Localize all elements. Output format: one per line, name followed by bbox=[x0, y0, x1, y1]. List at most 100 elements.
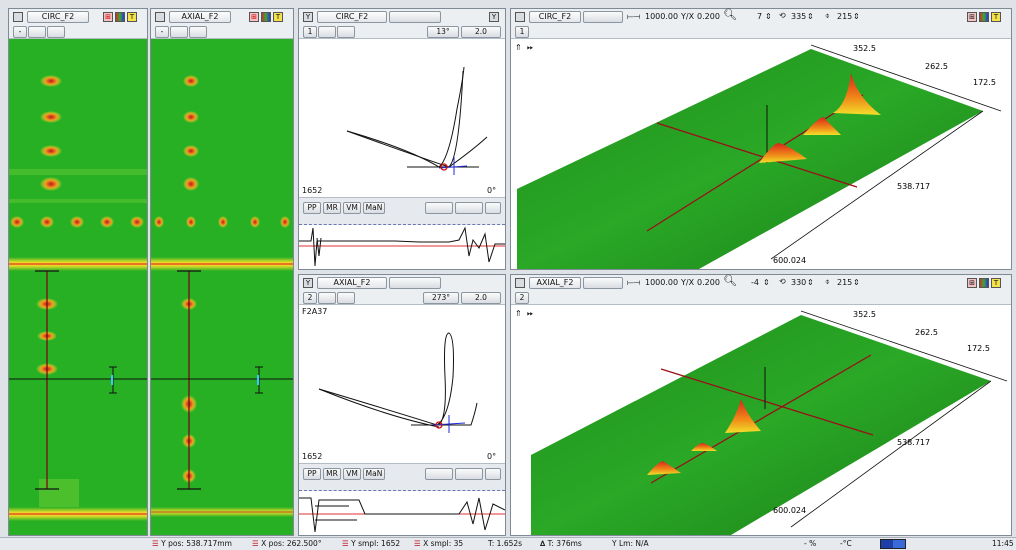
elevation-icon[interactable]: ⌽ bbox=[825, 277, 830, 286]
color-map-icon[interactable] bbox=[261, 12, 271, 22]
lissajous-top-blank-button[interactable] bbox=[389, 11, 441, 23]
color-map-icon[interactable] bbox=[115, 12, 125, 22]
view3d-top-render[interactable]: 352.5 262.5 172.5 538.717 600.024 bbox=[511, 39, 1011, 269]
lissajous-bottom-blank-button[interactable] bbox=[389, 277, 441, 289]
yx-value[interactable]: 0.200 bbox=[697, 12, 720, 21]
lissajous-top-plot[interactable] bbox=[299, 39, 505, 185]
strip-chart-top[interactable] bbox=[299, 226, 505, 269]
zoom-icon[interactable]: 🔍︎ bbox=[723, 274, 737, 287]
y-axis-icon[interactable]: Y bbox=[489, 12, 499, 22]
rotate-value[interactable]: 330 bbox=[791, 278, 807, 287]
span-value[interactable]: 1000.00 bbox=[645, 278, 679, 287]
circ-cscan-image[interactable] bbox=[9, 39, 147, 535]
cursor-icon[interactable]: T bbox=[991, 278, 1001, 288]
pp-button[interactable]: PP bbox=[303, 468, 321, 480]
cursor-icon[interactable]: T bbox=[127, 12, 137, 22]
lissajous-top-option[interactable] bbox=[485, 202, 501, 214]
y-axis-icon[interactable]: Y bbox=[303, 12, 313, 22]
cursor-line-x[interactable] bbox=[660, 368, 874, 436]
palette-icon[interactable]: ⊞ bbox=[249, 12, 259, 22]
cursor-icon[interactable]: T bbox=[991, 12, 1001, 22]
axial-channel-title[interactable]: AXIAL_F2 bbox=[169, 11, 231, 23]
view3d-bottom-channel[interactable]: AXIAL_F2 bbox=[529, 277, 581, 289]
fast-forward-icon[interactable]: ⏩︎ bbox=[527, 43, 534, 52]
view3d-top-blank[interactable] bbox=[583, 11, 623, 23]
channel-icon[interactable] bbox=[515, 278, 525, 288]
rotate-icon[interactable]: ⟲ bbox=[779, 11, 786, 20]
cursor-icon[interactable]: T bbox=[273, 12, 283, 22]
zoom-icon[interactable]: 🔍︎ bbox=[723, 8, 737, 21]
pp-button[interactable]: PP bbox=[303, 202, 321, 214]
lissajous-bottom-scale[interactable]: 2.0 bbox=[461, 292, 501, 304]
lissajous-bottom-channel[interactable]: AXIAL_F2 bbox=[317, 277, 387, 289]
cursor-line-y[interactable] bbox=[646, 94, 864, 232]
network-icon[interactable] bbox=[880, 539, 906, 549]
tilt-icon[interactable]: ⇕ bbox=[765, 12, 772, 21]
elevation-value[interactable]: 215 bbox=[837, 12, 853, 21]
view3d-bottom-render[interactable]: 352.5 262.5 172.5 538.717 600.024 bbox=[511, 305, 1011, 535]
up-arrows-icon[interactable]: ⇑ bbox=[515, 43, 522, 52]
fast-forward-icon[interactable]: ⏩︎ bbox=[527, 309, 534, 318]
channel-icon[interactable] bbox=[13, 12, 23, 22]
lissajous-bottom-option[interactable] bbox=[485, 468, 501, 480]
minus-button[interactable]: - bbox=[13, 26, 27, 38]
lissajous-top-option[interactable] bbox=[455, 202, 483, 214]
channel-icon[interactable] bbox=[155, 12, 165, 22]
circ-slot-button-2[interactable] bbox=[47, 26, 65, 38]
color-map-icon[interactable] bbox=[979, 12, 989, 22]
axial-cscan-image[interactable] bbox=[151, 39, 293, 535]
color-map-icon[interactable] bbox=[979, 278, 989, 288]
tilt-value[interactable]: -4 bbox=[751, 278, 759, 287]
rotate-icon[interactable]: ⟲ bbox=[779, 277, 786, 286]
minus-button[interactable]: - bbox=[155, 26, 169, 38]
tilt-value[interactable]: 7 bbox=[757, 12, 763, 21]
axial-slot-button-2[interactable] bbox=[189, 26, 207, 38]
y-axis-icon[interactable]: Y bbox=[303, 278, 313, 288]
lissajous-top-scale[interactable]: 2.0 bbox=[461, 26, 501, 38]
view3d-bottom-index[interactable]: 2 bbox=[515, 292, 529, 304]
lissajous-top-slot[interactable] bbox=[337, 26, 355, 38]
lissajous-top-slot[interactable] bbox=[318, 26, 336, 38]
lissajous-bottom-index[interactable]: 2 bbox=[303, 292, 317, 304]
view3d-bottom-blank[interactable] bbox=[583, 277, 623, 289]
lissajous-bottom-slot[interactable] bbox=[318, 292, 336, 304]
elevation-value[interactable]: 215 bbox=[837, 278, 853, 287]
vm-button[interactable]: VM bbox=[343, 202, 361, 214]
range-marker[interactable] bbox=[255, 366, 263, 394]
elevation-spin[interactable]: ⇕ bbox=[853, 278, 860, 287]
cursor-line-y[interactable] bbox=[650, 354, 872, 484]
lissajous-bottom-slot[interactable] bbox=[337, 292, 355, 304]
lissajous-top-angle[interactable]: 13° bbox=[427, 26, 459, 38]
mr-button[interactable]: MR bbox=[323, 468, 341, 480]
view3d-top-index[interactable]: 1 bbox=[515, 26, 529, 38]
palette-icon[interactable]: ⊞ bbox=[103, 12, 113, 22]
lissajous-bottom-angle[interactable]: 273° bbox=[423, 292, 459, 304]
elevation-icon[interactable]: ⌽ bbox=[825, 11, 830, 20]
axial-slot-button-1[interactable] bbox=[170, 26, 188, 38]
rotate-spin[interactable]: ⇕ bbox=[807, 12, 814, 21]
circ-channel-title[interactable]: CIRC_F2 bbox=[27, 11, 89, 23]
up-arrows-icon[interactable]: ⇑ bbox=[515, 309, 522, 318]
lissajous-bottom-option[interactable] bbox=[425, 468, 453, 480]
span-value[interactable]: 1000.00 bbox=[645, 12, 679, 21]
yx-value[interactable]: 0.200 bbox=[697, 278, 720, 287]
lissajous-bottom-option[interactable] bbox=[455, 468, 483, 480]
lissajous-top-index[interactable]: 1 bbox=[303, 26, 317, 38]
lissajous-top-option[interactable] bbox=[425, 202, 453, 214]
man-button[interactable]: MaN bbox=[363, 202, 385, 214]
mr-button[interactable]: MR bbox=[323, 202, 341, 214]
lissajous-bottom-plot[interactable] bbox=[299, 317, 505, 451]
range-marker[interactable] bbox=[109, 366, 117, 394]
palette-icon[interactable]: ⊞ bbox=[967, 278, 977, 288]
tilt-icon[interactable]: ⇕ bbox=[763, 278, 770, 287]
circ-slot-button-1[interactable] bbox=[28, 26, 46, 38]
cursor-line-x[interactable] bbox=[656, 122, 858, 188]
vm-button[interactable]: VM bbox=[343, 468, 361, 480]
rotate-value[interactable]: 335 bbox=[791, 12, 807, 21]
rotate-spin[interactable]: ⇕ bbox=[807, 278, 814, 287]
view3d-top-channel[interactable]: CIRC_F2 bbox=[529, 11, 581, 23]
palette-icon[interactable]: ⊞ bbox=[967, 12, 977, 22]
lissajous-top-channel[interactable]: CIRC_F2 bbox=[317, 11, 387, 23]
strip-chart-bottom[interactable] bbox=[299, 492, 505, 535]
man-button[interactable]: MaN bbox=[363, 468, 385, 480]
